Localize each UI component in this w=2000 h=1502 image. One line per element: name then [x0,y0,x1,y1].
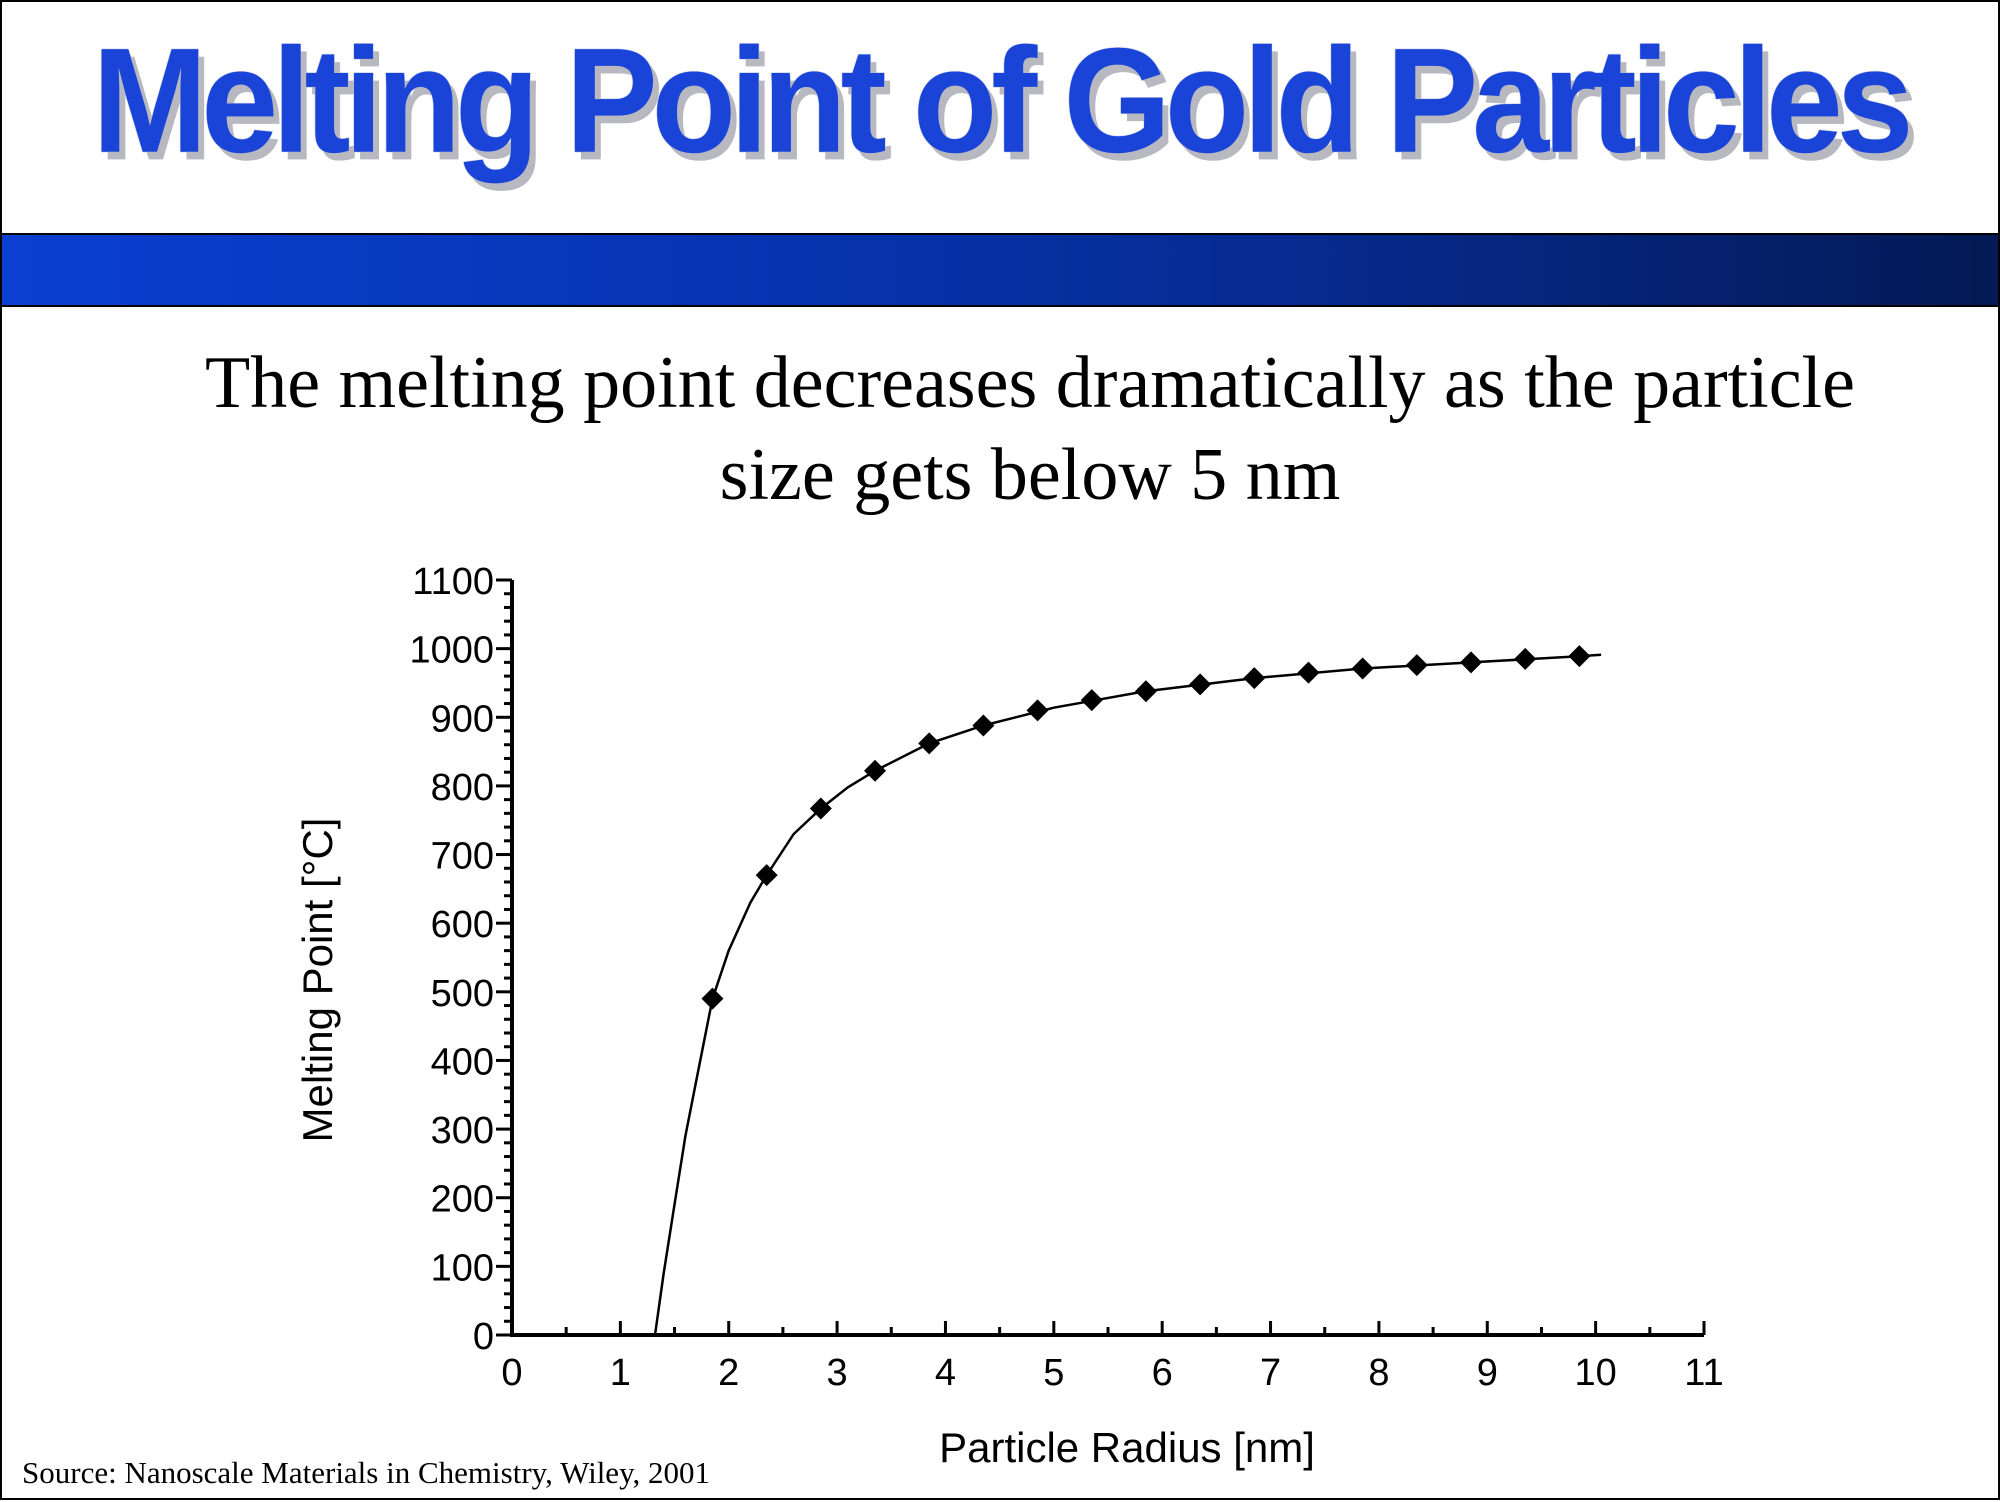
x-axis-ticks: 0 1 2 3 4 5 6 7 8 9 10 11 [501,1321,1724,1394]
data-point [1568,645,1591,668]
data-point [1514,647,1537,670]
data-point [918,732,941,755]
x-tick-label: 6 [1152,1352,1173,1394]
data-point [1080,689,1103,712]
x-tick-label: 1 [610,1352,631,1394]
x-tick-label: 11 [1684,1352,1723,1394]
y-tick-label: 900 [431,698,494,740]
x-tick-label: 9 [1477,1352,1498,1394]
slide-subtitle: The melting point decreases dramatically… [205,342,1855,516]
x-tick-label: 2 [718,1352,739,1394]
source-citation: Source: Nanoscale Materials in Chemistry… [22,1455,711,1490]
x-axis-label: Particle Radius [nm] [939,1424,1315,1471]
header-band [2,233,1998,307]
y-tick-label: 600 [431,904,494,946]
x-tick-label: 0 [501,1352,522,1394]
x-tick-label: 7 [1260,1352,1281,1394]
data-point [755,864,778,887]
data-point [809,797,832,820]
data-point [1243,667,1266,690]
y-tick-label: 100 [431,1247,494,1289]
y-tick-label: 0 [473,1316,494,1358]
data-point [1134,680,1157,703]
x-tick-label: 8 [1368,1352,1389,1394]
x-tick-label: 3 [827,1352,848,1394]
y-tick-label: 400 [431,1041,494,1083]
slide-title: Melting Point of Gold Particles [92,17,1913,185]
y-tick-label: 800 [431,767,494,809]
y-tick-label: 200 [431,1179,494,1221]
data-point [1026,699,1049,722]
data-point [972,714,995,737]
data-point [1405,654,1428,677]
y-tick-label: 700 [431,836,494,878]
data-point [864,759,887,782]
y-axis-ticks: 0 100 200 300 400 500 600 700 800 900 1000 1100 [409,561,512,1358]
x-tick-label: 4 [935,1352,956,1394]
data-point [1297,661,1320,684]
x-tick-label: 5 [1043,1352,1064,1394]
chart-axes [510,580,1704,1337]
y-tick-label: 1100 [412,561,494,603]
y-tick-label: 300 [431,1110,494,1152]
fit-curve [653,653,1602,1336]
y-tick-label: 500 [431,973,494,1015]
y-axis-label: Melting Point [°C] [294,818,341,1143]
data-point [1189,673,1212,696]
x-tick-label: 10 [1574,1352,1616,1394]
data-point [1351,657,1374,680]
y-tick-label: 1000 [409,630,494,672]
data-points [701,645,1591,1010]
data-point [1460,651,1483,674]
data-point [701,987,724,1010]
